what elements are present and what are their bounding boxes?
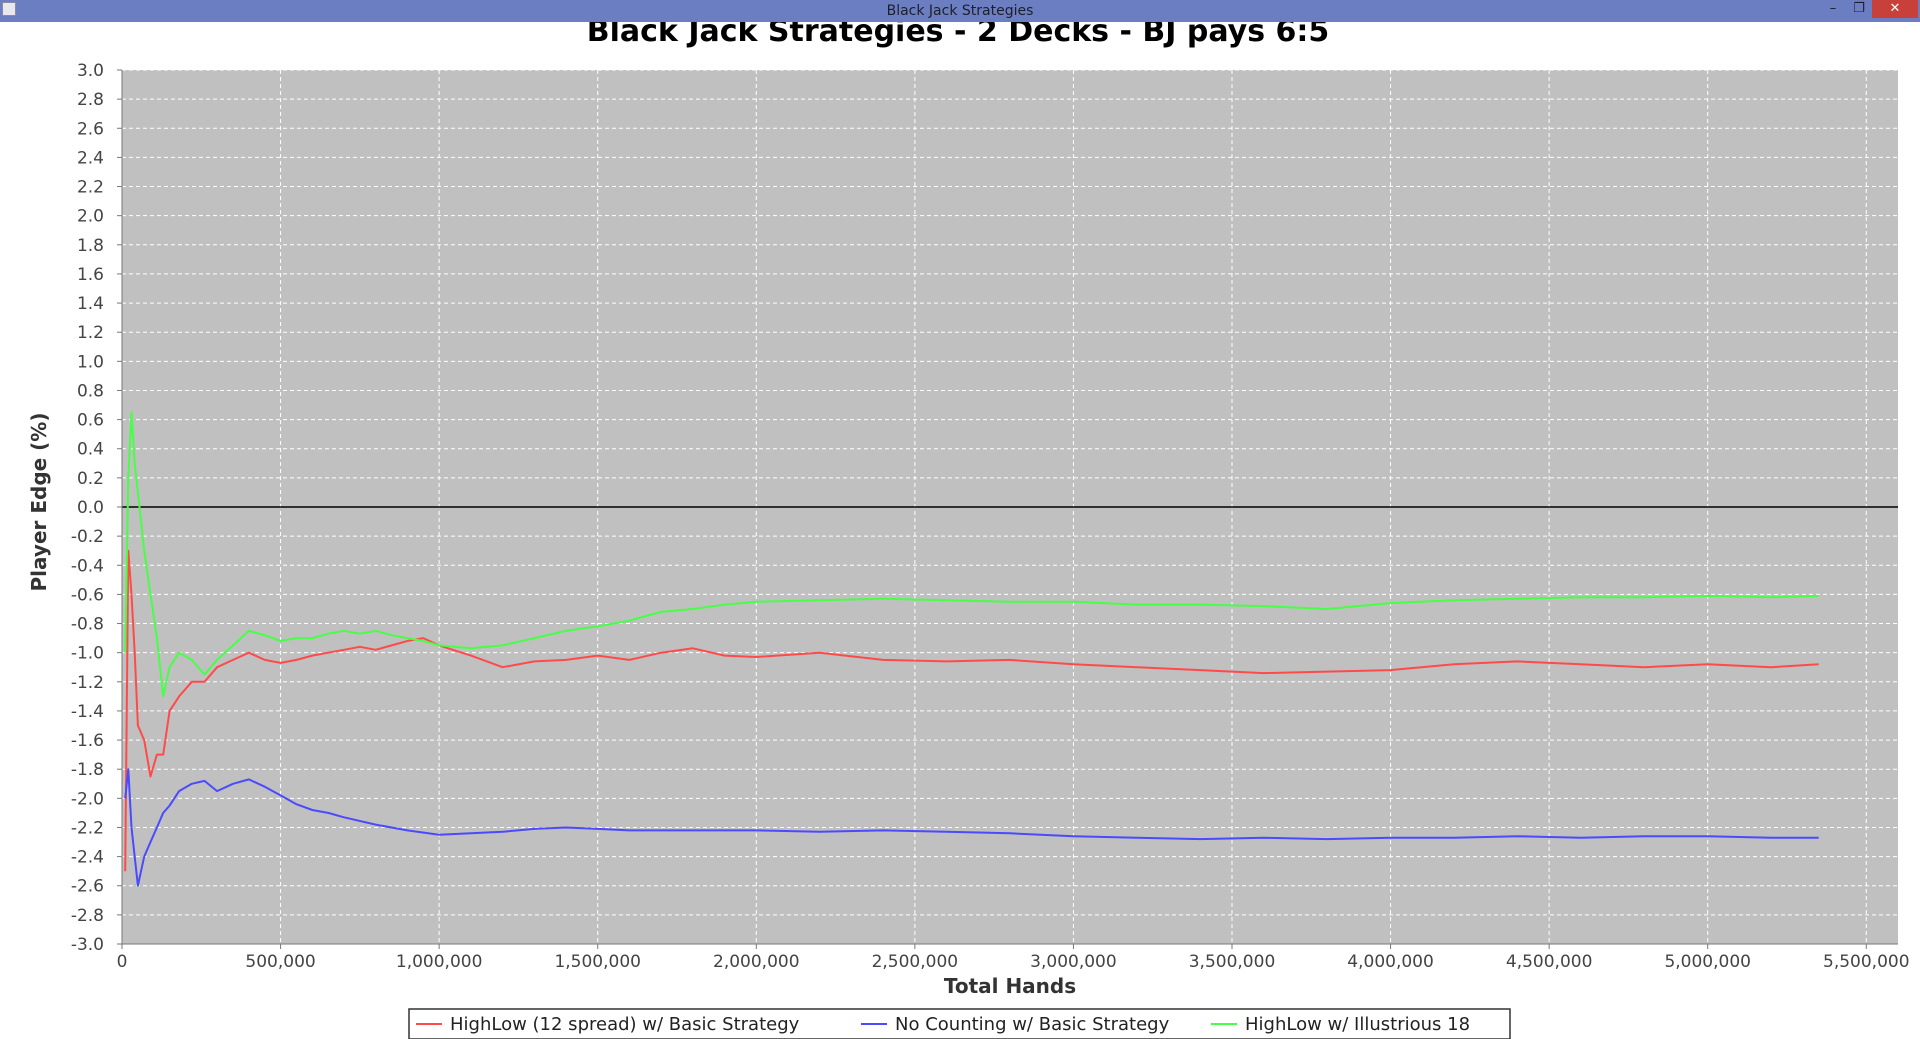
y-tick-label: 1.6 [77,265,104,285]
y-tick-label: -2.0 [71,789,104,809]
y-tick-label: -1.2 [71,673,104,693]
x-tick-label: 2,500,000 [872,952,959,972]
y-tick-label: -1.8 [71,760,104,780]
x-tick-label: 1,500,000 [554,952,641,972]
y-tick-label: -2.6 [71,877,104,897]
legend-box [408,1008,1511,1039]
y-tick-label: 1.0 [77,352,104,372]
y-tick-label: 0.2 [77,469,104,489]
y-tick-label: -2.4 [71,848,104,868]
x-tick-label: 2,000,000 [713,952,800,972]
window-titlebar: Black Jack Strategies – ❐ ✕ [0,0,1920,22]
legend: HighLow (12 spread) w/ Basic Strategy No … [408,1008,1511,1039]
series-group [124,411,1819,887]
x-tick-label: 0 [117,952,128,972]
chart-title: Black Jack Strategies - 2 Decks - BJ pay… [587,22,1330,49]
y-tick-label: 0.0 [77,498,104,518]
y-tick-label: -2.8 [71,906,104,926]
x-axis-label: Total Hands [944,974,1076,998]
y-tick-label: 0.6 [77,411,104,431]
close-button[interactable]: ✕ [1872,0,1918,18]
window-title: Black Jack Strategies [886,3,1034,19]
y-tick-label: -2.2 [71,818,104,838]
x-tick-label: 5,000,000 [1664,952,1751,972]
chart: Black Jack Strategies - 2 Decks - BJ pay… [27,22,1910,1039]
y-tick-label: -1.6 [71,731,104,751]
y-tick-label: 2.0 [77,207,104,227]
close-icon: ✕ [1889,1,1901,16]
y-tick-label: 1.4 [77,294,104,314]
x-tick-label: 500,000 [245,952,315,972]
y-tick-label: 2.2 [77,178,104,198]
y-tick-label: 3.0 [77,61,104,81]
restore-icon: ❐ [1853,1,1865,16]
legend-label-2: No Counting w/ Basic Strategy [895,1014,1170,1035]
x-tick-label: 3,500,000 [1189,952,1276,972]
legend-label-3: HighLow w/ Illustrious 18 [1245,1014,1470,1035]
y-axis-ticks: 3.0 2.8 2.6 2.4 2.2 2.0 1.8 1.6 1.4 1.2 1.0 0.8 0.6 0… [71,61,122,955]
y-tick-label: -0.8 [71,615,104,635]
minimize-button[interactable]: – [1820,0,1846,18]
series-line-3 [124,411,1819,698]
y-tick-label: -0.6 [71,585,104,605]
y-tick-label: 0.4 [77,440,104,460]
y-tick-label: 2.6 [77,119,104,139]
legend-items: HighLow (12 spread) w/ Basic Strategy No … [416,1014,1470,1035]
x-tick-label: 5,500,000 [1823,952,1910,972]
minimize-icon: – [1829,1,1837,16]
x-tick-label: 4,000,000 [1347,952,1434,972]
grid [121,69,1898,945]
y-axis-label: Player Edge (%) [27,413,51,592]
y-tick-label: -0.2 [71,527,104,547]
y-tick-label: -0.4 [71,556,104,576]
x-tick-label: 4,500,000 [1506,952,1593,972]
app-icon[interactable] [2,2,16,16]
x-axis-ticks: 0 500,000 1,000,000 1,500,000 2,000,000 2,500… [117,944,1910,972]
y-tick-label: -1.4 [71,702,104,722]
x-tick-label: 3,000,000 [1030,952,1117,972]
y-tick-label: 2.8 [77,90,104,110]
series-line-2 [124,768,1819,887]
y-tick-label: 2.4 [77,148,104,168]
y-tick-label: 1.2 [77,323,104,343]
restore-button[interactable]: ❐ [1846,0,1872,18]
y-tick-label: 0.8 [77,381,104,401]
y-tick-label: 1.8 [77,236,104,256]
x-tick-label: 1,000,000 [396,952,483,972]
legend-label-1: HighLow (12 spread) w/ Basic Strategy [450,1014,800,1035]
y-tick-label: -1.0 [71,644,104,664]
y-tick-label: -3.0 [71,935,104,955]
